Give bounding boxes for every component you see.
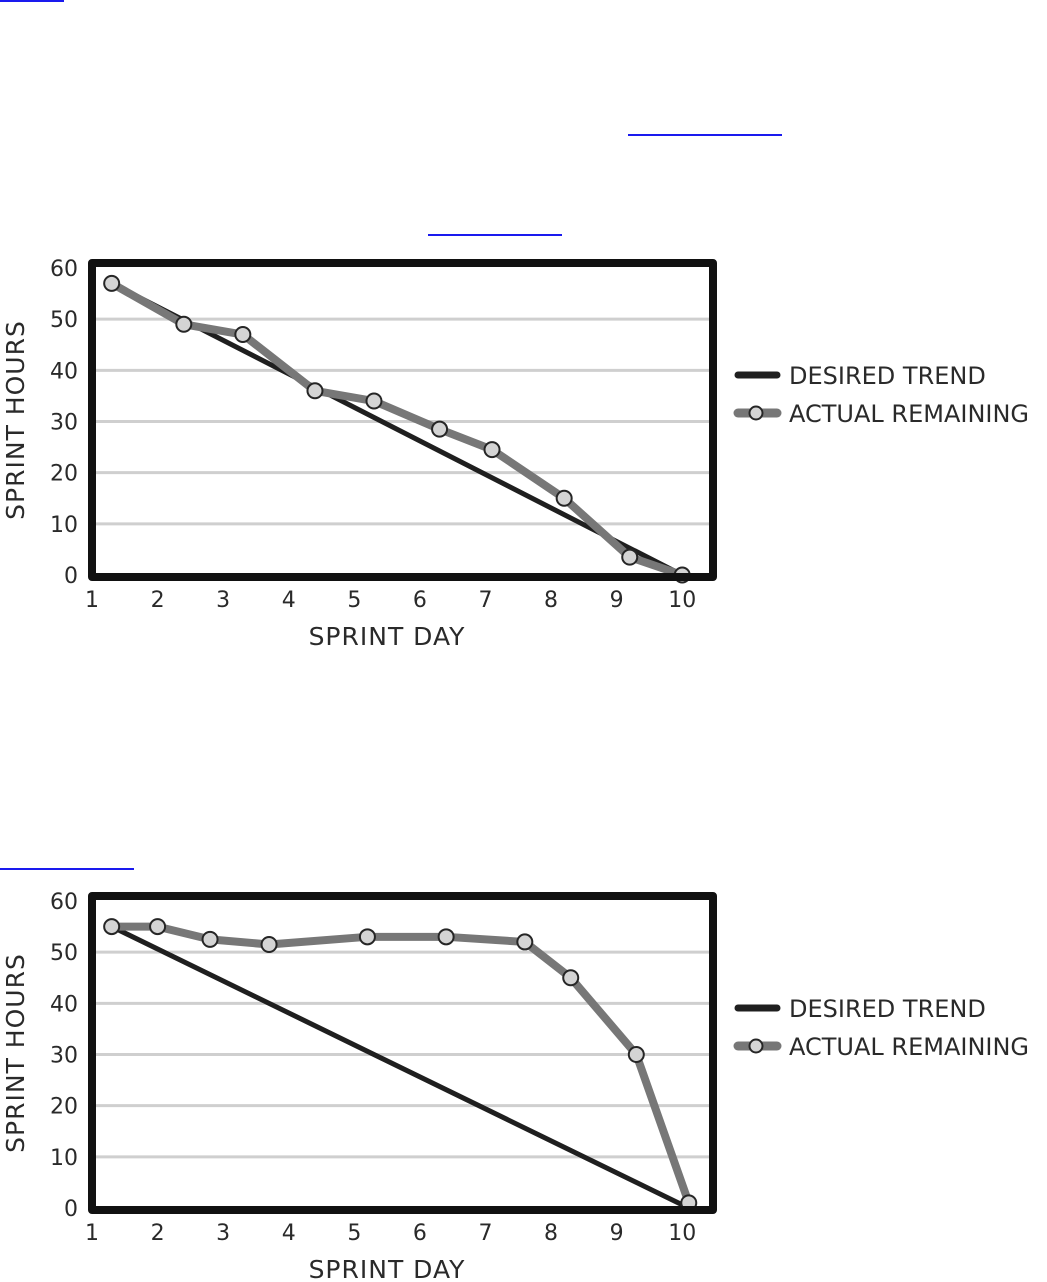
legend-marker-actual xyxy=(748,1038,764,1054)
actual-remaining-point xyxy=(201,930,219,948)
y-tick-label: 60 xyxy=(50,257,78,282)
x-tick-label: 4 xyxy=(282,588,296,613)
link-underline[interactable] xyxy=(0,868,134,870)
x-tick-label: 6 xyxy=(413,588,427,613)
y-tick-label: 10 xyxy=(50,1146,78,1171)
x-tick-label: 8 xyxy=(544,588,558,613)
x-tick-label: 2 xyxy=(151,588,165,613)
link-underline[interactable] xyxy=(0,0,64,2)
actual-remaining-point xyxy=(149,918,167,936)
x-tick-label: 1 xyxy=(85,588,99,613)
y-tick-label: 60 xyxy=(50,890,78,915)
legend-label: DESIRED TREND xyxy=(789,995,986,1023)
y-tick-label: 50 xyxy=(50,941,78,966)
x-tick-label: 8 xyxy=(544,1221,558,1246)
x-tick-label: 3 xyxy=(216,588,230,613)
actual-remaining-line xyxy=(107,279,687,579)
desired-trend-line xyxy=(109,924,692,1211)
actual-remaining-point xyxy=(483,441,501,459)
burndown-chart-svg: 0 10 20 30 40 50 60 1 2 3 4 5 6 7 8 9 10 SPRINT DAY SPRINT… xyxy=(1,890,1029,1282)
x-tick-label: 9 xyxy=(610,588,624,613)
legend-marker-actual xyxy=(748,405,764,421)
actual-remaining-point xyxy=(175,315,193,333)
link-underline[interactable] xyxy=(428,234,562,236)
actual-remaining-point xyxy=(358,928,376,946)
x-tick-label: 10 xyxy=(668,1221,696,1246)
x-tick-label: 7 xyxy=(478,1221,492,1246)
actual-remaining-point xyxy=(234,326,252,344)
actual-remaining-point xyxy=(437,928,455,946)
x-tick-label: 3 xyxy=(216,1221,230,1246)
actual-remaining-point xyxy=(431,420,449,438)
actual-remaining-point xyxy=(103,918,121,936)
actual-remaining-point xyxy=(103,274,121,292)
actual-remaining-point xyxy=(627,1046,645,1063)
x-tick-label: 5 xyxy=(347,1221,361,1246)
x-axis-title: SPRINT DAY xyxy=(309,622,466,651)
y-tick-label: 20 xyxy=(50,462,78,487)
x-axis-title: SPRINT DAY xyxy=(309,1255,466,1282)
x-tick-label: 5 xyxy=(347,588,361,613)
x-tick-label: 6 xyxy=(413,1221,427,1246)
actual-remaining-line xyxy=(107,922,693,1207)
x-tick-label: 10 xyxy=(668,588,696,613)
actual-remaining-point xyxy=(306,382,324,400)
burndown-chart-2: 0 10 20 30 40 50 60 1 2 3 4 5 6 7 8 9 10 SPRINT DAY SPRINT… xyxy=(0,868,1047,1282)
plot-frame xyxy=(88,892,717,1214)
actual-remaining-point xyxy=(621,548,639,566)
actual-remaining-point xyxy=(555,489,573,507)
y-tick-label: 40 xyxy=(50,359,78,384)
y-tick-label: 0 xyxy=(64,1197,78,1222)
actual-remaining-point xyxy=(562,969,580,987)
legend-label: ACTUAL REMAINING xyxy=(789,1033,1029,1061)
y-axis-title: SPRINT HOURS xyxy=(1,953,30,1153)
actual-remaining-point xyxy=(365,392,383,410)
x-tick-label: 1 xyxy=(85,1221,99,1246)
y-tick-label: 20 xyxy=(50,1095,78,1120)
y-tick-label: 40 xyxy=(50,992,78,1017)
burndown-chart-1: 0 10 20 30 40 50 60 1 2 3 4 5 6 7 8 9 10 SPRINT DAY SPRINT… xyxy=(0,235,1047,655)
y-tick-label: 0 xyxy=(64,564,78,589)
x-tick-label: 2 xyxy=(151,1221,165,1246)
link-underline[interactable] xyxy=(628,134,782,136)
y-axis-title: SPRINT HOURS xyxy=(1,320,30,520)
y-tick-label: 30 xyxy=(50,411,78,436)
burndown-chart-svg: 0 10 20 30 40 50 60 1 2 3 4 5 6 7 8 9 10 SPRINT DAY SPRINT… xyxy=(1,257,1029,651)
y-tick-label: 30 xyxy=(50,1044,78,1069)
x-tick-label: 9 xyxy=(610,1221,624,1246)
legend-label: DESIRED TREND xyxy=(789,362,986,390)
plot-frame xyxy=(88,259,717,581)
y-tick-label: 50 xyxy=(50,308,78,333)
y-tick-label: 10 xyxy=(50,513,78,538)
legend-label: ACTUAL REMAINING xyxy=(789,400,1029,428)
actual-remaining-point xyxy=(260,935,278,953)
actual-remaining-point xyxy=(516,933,534,951)
x-tick-label: 4 xyxy=(282,1221,296,1246)
x-tick-label: 7 xyxy=(478,588,492,613)
